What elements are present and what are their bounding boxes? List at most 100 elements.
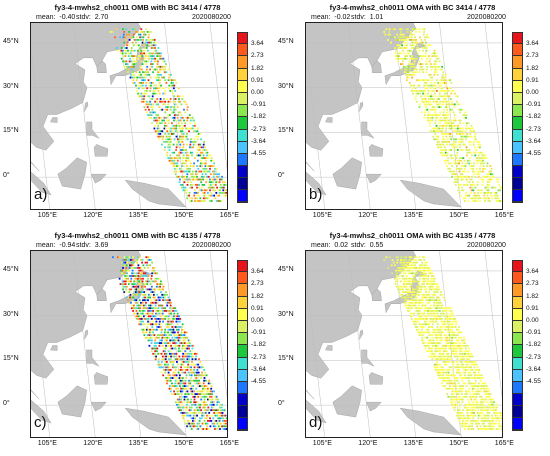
observation-dot <box>203 379 205 382</box>
observation-dot <box>443 310 446 312</box>
observation-dot <box>149 283 152 285</box>
observation-dot <box>176 401 179 404</box>
observation-dot <box>484 385 486 387</box>
observation-dot <box>410 264 413 267</box>
observation-dot <box>170 320 173 323</box>
observation-dot <box>451 347 454 350</box>
observation-dot <box>150 39 153 41</box>
observation-dot <box>123 41 126 44</box>
observation-dot <box>481 151 484 154</box>
observation-dot <box>169 374 171 377</box>
observation-dot <box>141 98 144 100</box>
observation-dot <box>158 334 161 336</box>
observation-dot <box>189 412 192 414</box>
observation-dot <box>483 387 486 390</box>
observation-dot <box>135 259 137 261</box>
observation-dot <box>155 310 158 312</box>
observation-dot <box>133 288 136 291</box>
observation-dot <box>438 355 441 358</box>
observation-dot <box>432 318 435 320</box>
observation-dot <box>482 382 485 385</box>
observation-dot <box>169 369 172 371</box>
observation-dot <box>143 331 146 334</box>
observation-dot <box>437 331 439 334</box>
observation-dot <box>144 283 147 285</box>
observation-dot <box>187 339 190 342</box>
observation-dot <box>477 409 479 412</box>
observation-dot <box>191 358 194 361</box>
observation-dot <box>197 409 199 412</box>
observation-dot <box>186 422 189 425</box>
observation-dot <box>453 119 455 122</box>
observation-dot <box>210 178 213 181</box>
observation-dot <box>217 417 220 420</box>
lon-label: 150°E <box>449 212 469 219</box>
observation-dot <box>413 60 416 63</box>
observation-dot <box>151 347 154 350</box>
observation-dot <box>130 301 132 304</box>
observation-dot <box>149 76 152 79</box>
observation-dot <box>158 326 160 328</box>
observation-dot <box>434 108 437 111</box>
observation-dot <box>134 283 137 285</box>
observation-dot <box>412 264 415 267</box>
observation-dot <box>185 170 188 173</box>
observation-dot <box>192 403 195 406</box>
observation-dot <box>423 114 426 116</box>
observation-dot <box>438 377 441 379</box>
observation-dot <box>111 31 114 33</box>
observation-dot <box>450 135 453 138</box>
observation-dot <box>447 122 450 125</box>
observation-dot <box>491 414 493 417</box>
observation-dot <box>493 412 496 414</box>
observation-dot <box>418 315 420 318</box>
observation-dot <box>462 122 465 125</box>
observation-dot <box>153 301 156 304</box>
observation-dot <box>161 130 164 133</box>
observation-dot <box>166 293 169 296</box>
observation-dot <box>461 425 463 428</box>
observation-dot <box>132 267 134 269</box>
observation-dot <box>457 328 460 331</box>
observation-dot <box>125 280 127 283</box>
observation-dot <box>434 122 437 125</box>
observation-dot <box>188 409 191 412</box>
lon-label: 120°E <box>358 440 378 447</box>
observation-dot <box>186 159 189 162</box>
observation-dot <box>168 130 170 133</box>
observation-dot <box>147 39 149 41</box>
observation-dot <box>464 165 467 167</box>
observation-dot <box>144 293 147 296</box>
observation-dot <box>498 412 501 414</box>
observation-dot <box>152 320 154 323</box>
colorbar-tick-label: 2.73 <box>251 52 264 60</box>
observation-dot <box>165 299 168 302</box>
observation-dot <box>167 100 170 103</box>
observation-dot <box>419 36 421 39</box>
observation-dot <box>156 328 158 331</box>
observation-dot <box>473 138 476 141</box>
observation-dot <box>428 347 430 350</box>
observation-dot <box>154 350 157 353</box>
observation-dot <box>446 108 449 111</box>
observation-dot <box>468 409 471 412</box>
observation-dot <box>429 119 432 122</box>
observation-dot <box>219 200 221 202</box>
observation-dot <box>407 277 409 280</box>
observation-dot <box>488 170 491 173</box>
observation-dot <box>140 259 142 261</box>
observation-dot <box>450 124 453 127</box>
observation-dot <box>204 417 206 420</box>
observation-dot <box>456 154 458 157</box>
observation-dot <box>482 167 485 170</box>
observation-dot <box>418 288 421 291</box>
observation-dot <box>421 41 424 44</box>
observation-dot <box>435 114 438 116</box>
observation-dot <box>156 133 158 135</box>
observation-dot <box>184 347 187 350</box>
observation-dot <box>188 130 190 133</box>
observation-dot <box>151 350 153 353</box>
observation-dot <box>420 264 423 267</box>
observation-dot <box>397 285 400 288</box>
observation-dot <box>476 184 479 186</box>
